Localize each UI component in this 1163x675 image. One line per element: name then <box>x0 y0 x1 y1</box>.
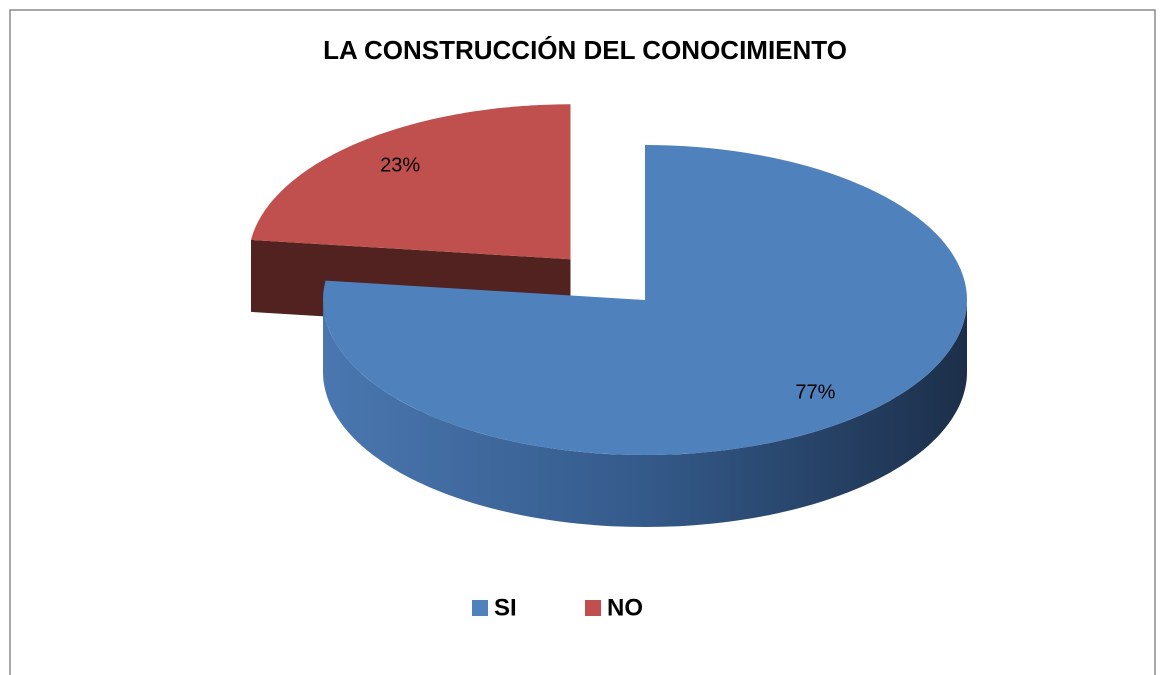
legend-label: NO <box>607 594 643 621</box>
slice <box>323 145 967 455</box>
legend-swatch <box>585 600 601 616</box>
data-label: 77% <box>795 381 835 403</box>
slice-wall <box>323 300 967 527</box>
legend-label: SI <box>494 594 517 621</box>
legend-swatch <box>472 600 488 616</box>
slice <box>251 104 571 260</box>
chart-title: LA CONSTRUCCIÓN DEL CONOCIMIENTO <box>323 35 847 65</box>
data-label: 23% <box>380 155 420 177</box>
